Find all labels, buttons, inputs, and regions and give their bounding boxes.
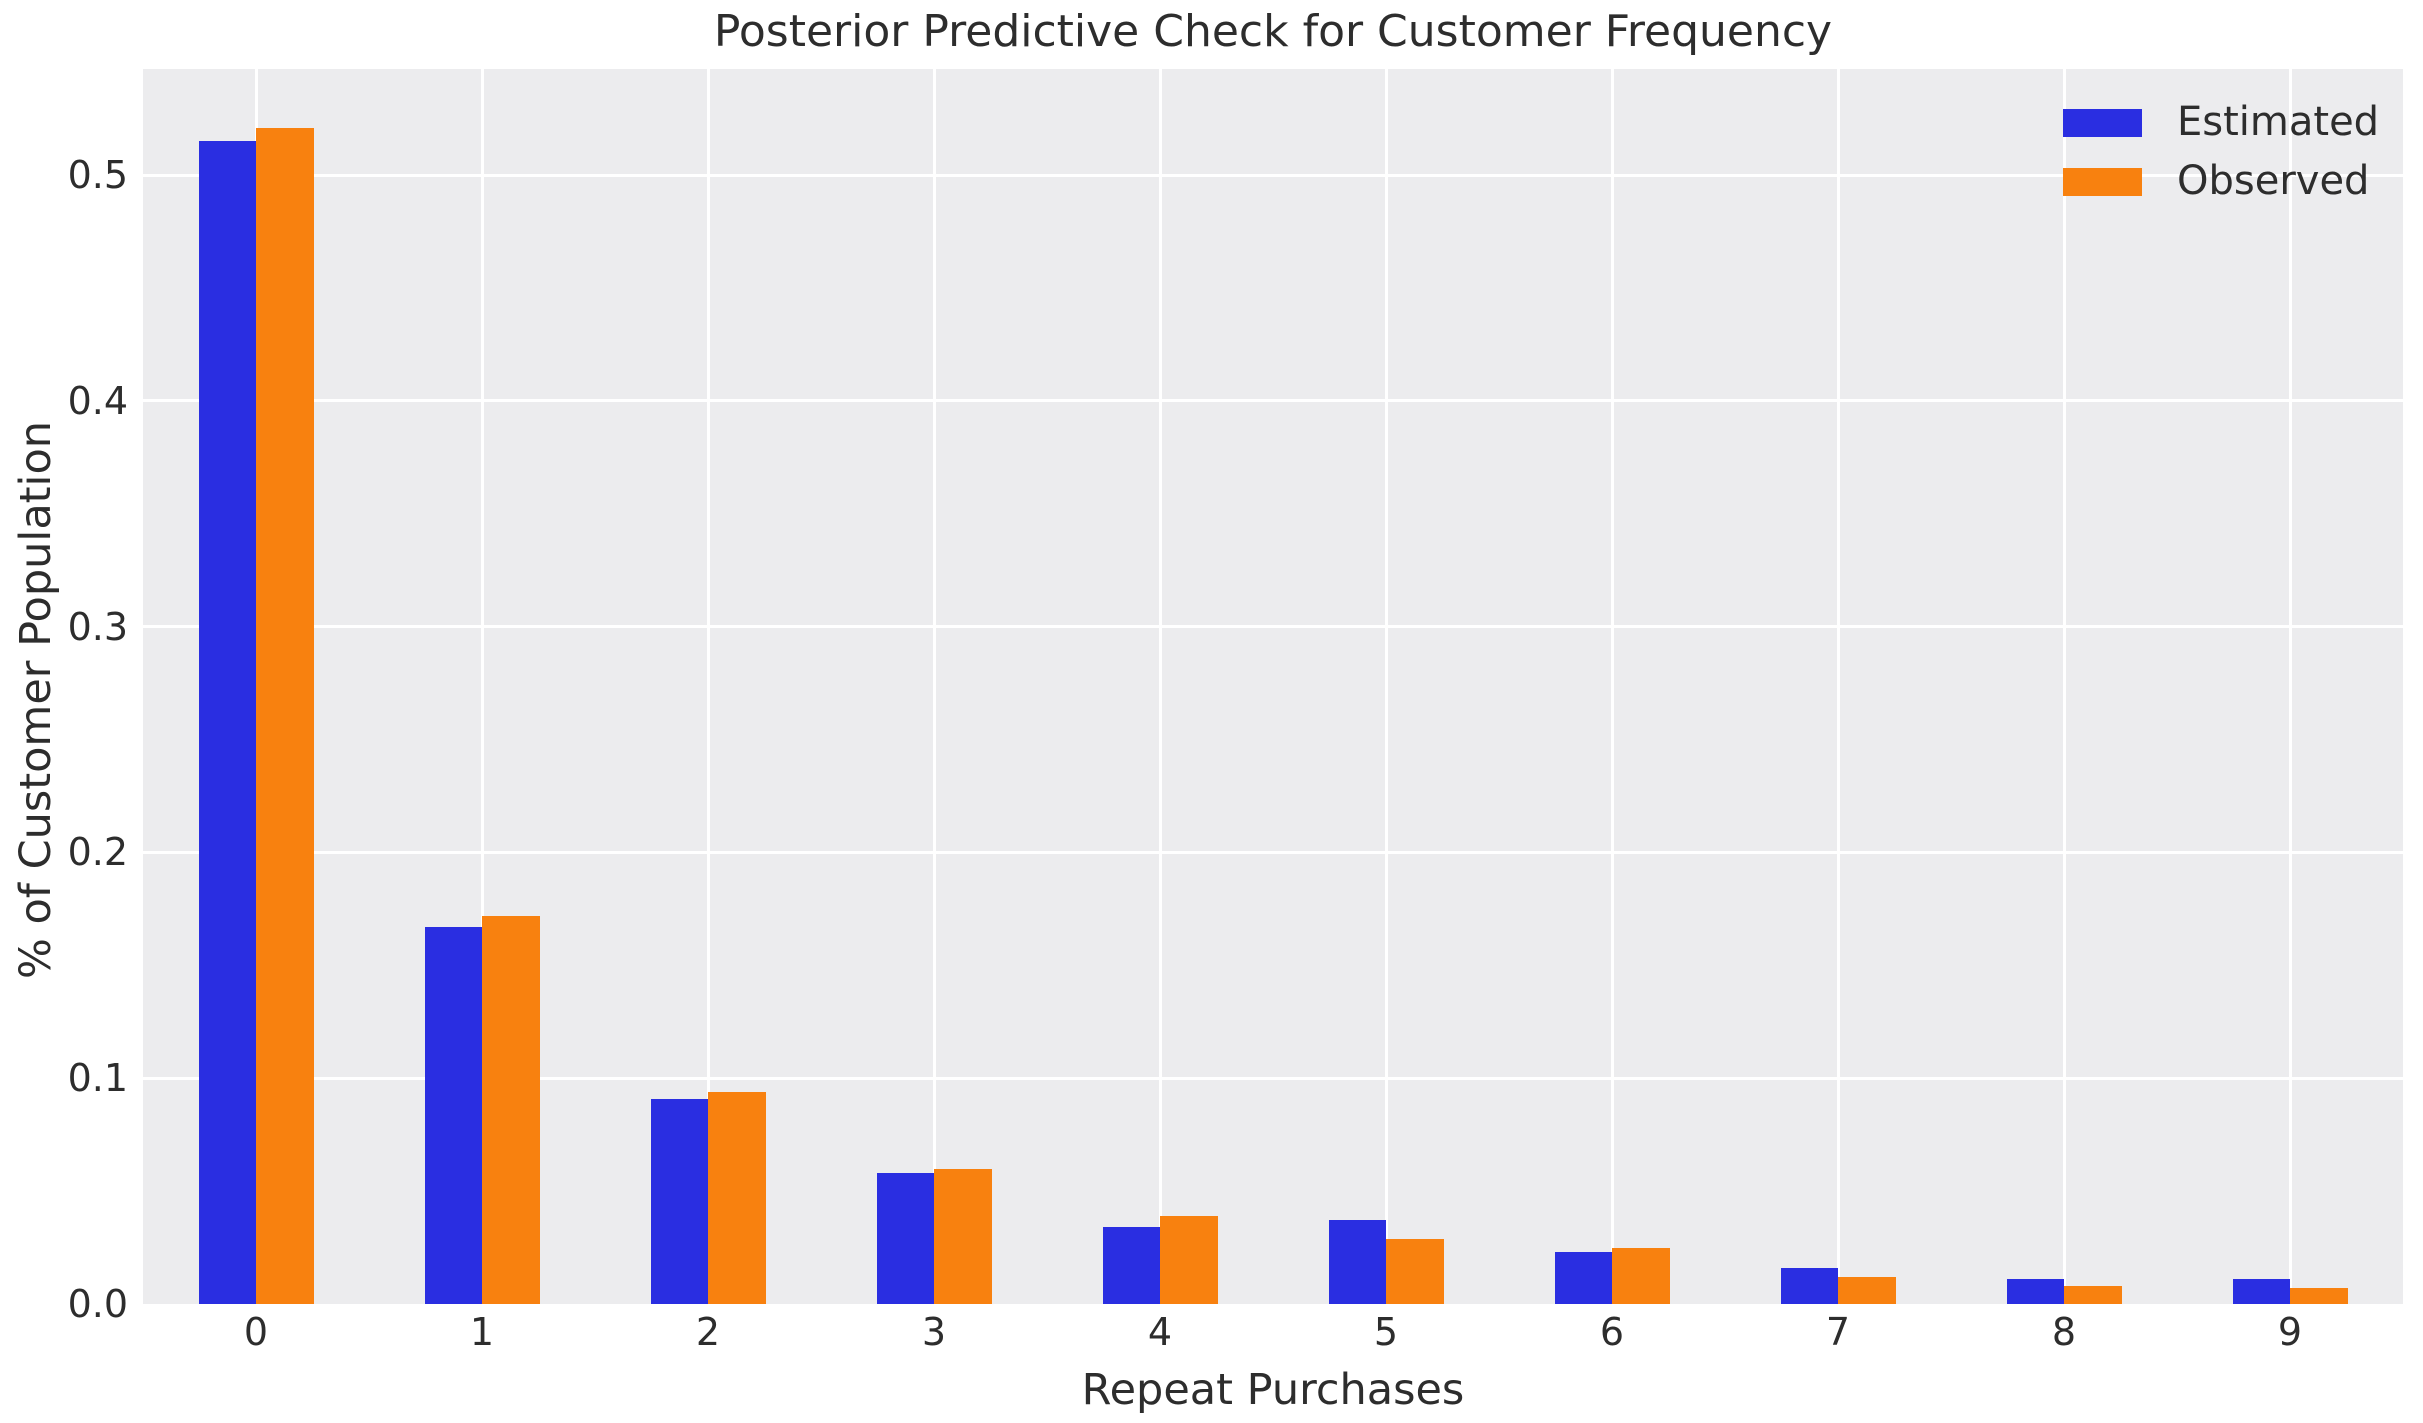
gridline-v-8 bbox=[2062, 69, 2066, 1304]
chart-title: Posterior Predictive Check for Customer … bbox=[713, 6, 1833, 57]
gridline-v-7 bbox=[1836, 69, 1840, 1304]
x-axis-label: Repeat Purchases bbox=[1081, 1365, 1465, 1415]
plot-area: Estimated Observed bbox=[143, 69, 2403, 1304]
gridline-h-0.2 bbox=[143, 850, 2403, 854]
gridline-v-9 bbox=[2288, 69, 2292, 1304]
bar-observed-5 bbox=[1386, 1238, 1444, 1304]
gridline-h-0.1 bbox=[143, 1076, 2403, 1080]
x-tick-0: 0 bbox=[243, 1310, 269, 1354]
gridline-v-3 bbox=[932, 69, 936, 1304]
legend-item-observed: Observed bbox=[2063, 152, 2379, 211]
legend-label-estimated: Estimated bbox=[2177, 99, 2380, 145]
bar-observed-4 bbox=[1160, 1215, 1218, 1304]
bar-estimated-3 bbox=[876, 1173, 934, 1304]
y-tick-0.0: 0.0 bbox=[67, 1282, 128, 1326]
gridline-h-0.3 bbox=[143, 625, 2403, 629]
bar-estimated-8 bbox=[2006, 1279, 2064, 1304]
x-tick-5: 5 bbox=[1373, 1310, 1399, 1354]
bar-observed-1 bbox=[482, 915, 540, 1304]
gridline-v-5 bbox=[1384, 69, 1388, 1304]
y-tick-0.1: 0.1 bbox=[67, 1056, 128, 1101]
bar-observed-2 bbox=[708, 1091, 766, 1304]
x-tick-1: 1 bbox=[469, 1310, 495, 1354]
bar-estimated-4 bbox=[1102, 1227, 1160, 1304]
bar-estimated-0 bbox=[198, 141, 256, 1304]
x-tick-8: 8 bbox=[2051, 1310, 2077, 1354]
gridline-v-6 bbox=[1610, 69, 1614, 1304]
legend-label-observed: Observed bbox=[2177, 158, 2370, 204]
bar-estimated-6 bbox=[1554, 1252, 1612, 1304]
bar-observed-7 bbox=[1838, 1276, 1896, 1304]
x-tick-6: 6 bbox=[1599, 1310, 1625, 1354]
bar-estimated-2 bbox=[650, 1098, 708, 1304]
gridline-h-0.5 bbox=[143, 173, 2403, 177]
y-tick-0.5: 0.5 bbox=[67, 153, 128, 198]
x-tick-7: 7 bbox=[1825, 1310, 1851, 1354]
bar-observed-8 bbox=[2064, 1285, 2122, 1304]
gridline-v-1 bbox=[480, 69, 484, 1304]
legend-swatch-observed-icon bbox=[2063, 167, 2142, 196]
x-tick-3: 3 bbox=[921, 1310, 947, 1354]
bar-estimated-1 bbox=[424, 926, 482, 1304]
y-tick-0.4: 0.4 bbox=[67, 378, 128, 423]
bar-estimated-5 bbox=[1328, 1220, 1386, 1304]
bar-observed-0 bbox=[256, 127, 314, 1304]
y-axis-label: % of Customer Population bbox=[11, 420, 61, 980]
legend: Estimated Observed bbox=[2063, 93, 2379, 211]
bar-estimated-7 bbox=[1780, 1267, 1838, 1304]
gridline-v-2 bbox=[706, 69, 710, 1304]
x-tick-2: 2 bbox=[695, 1310, 721, 1354]
bar-observed-3 bbox=[934, 1168, 992, 1304]
gridline-v-4 bbox=[1158, 69, 1162, 1304]
x-tick-9: 9 bbox=[2277, 1310, 2303, 1354]
x-tick-4: 4 bbox=[1147, 1310, 1173, 1354]
y-tick-0.2: 0.2 bbox=[67, 830, 128, 875]
legend-swatch-estimated-icon bbox=[2063, 108, 2142, 137]
y-tick-0.3: 0.3 bbox=[67, 604, 128, 649]
gridline-h-0.4 bbox=[143, 399, 2403, 403]
bar-observed-9 bbox=[2290, 1288, 2348, 1304]
bar-observed-6 bbox=[1612, 1247, 1670, 1304]
bar-estimated-9 bbox=[2232, 1279, 2290, 1304]
legend-item-estimated: Estimated bbox=[2063, 93, 2379, 152]
